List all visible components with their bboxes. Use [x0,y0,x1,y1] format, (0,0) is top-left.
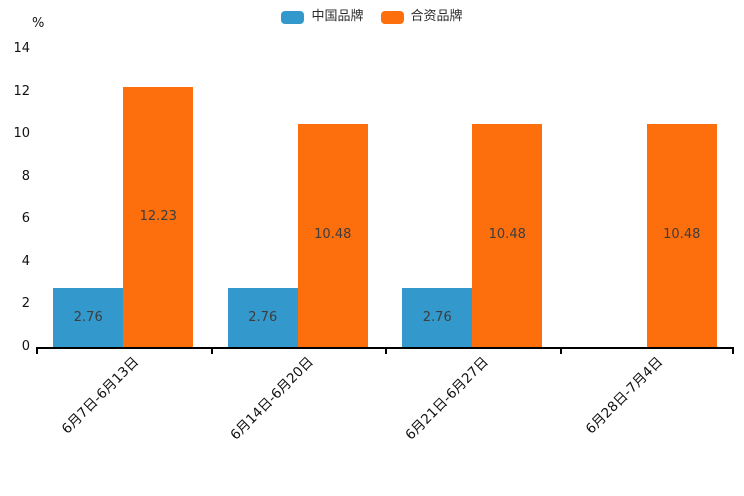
bar-value-label: 10.48 [488,227,526,243]
legend: 中国品牌 合资品牌 [0,8,744,26]
bar-value-label: 12.23 [139,208,177,224]
y-tick-label: 12 [13,83,30,99]
x-tick-label: 6月14日-6月20日 [227,354,318,444]
y-tick-label: 2 [21,296,30,312]
bar-合资品牌-group3 [472,123,543,347]
y-axis-unit-label: % [32,16,45,31]
plot-area: 2.76 2.76 2.76 12.23 10.48 10.48 10.48 [36,49,734,354]
legend-swatch-china-brands [281,10,305,24]
legend-label-china-brands: 中国品牌 [311,9,364,24]
y-tick-label: 0 [21,339,30,354]
y-tick-label: 10 [13,126,30,142]
y-tick-label: 8 [21,168,30,184]
bar-value-label: 10.48 [314,227,352,243]
bar-中国品牌-group2 [227,288,298,347]
bar-合资品牌-group1 [123,86,194,347]
legend-item-china-brands[interactable]: 中国品牌 [281,9,364,24]
bar-value-label: 2.76 [73,309,103,325]
bar-合资品牌-group4 [646,123,717,347]
legend-label-joint-venture-brands: 合资品牌 [410,9,463,24]
bar-value-label: 2.76 [422,309,452,325]
x-axis-tick [732,349,734,354]
bar-value-label: 2.76 [248,309,278,325]
bar-中国品牌-group1 [53,288,124,347]
x-axis-tick [210,349,213,354]
y-tick-label: 14 [13,41,30,56]
x-tick-label: 6月28日-7月4日 [582,354,667,438]
bar-合资品牌-group2 [297,123,368,347]
legend-swatch-joint-venture-brands [380,10,404,24]
x-axis-tick [36,349,38,354]
bar-value-label: 10.48 [663,227,701,243]
x-tick-label: 6月7日-6月13日 [59,354,143,438]
x-axis-line [36,347,734,349]
y-tick-label: 6 [21,211,30,227]
x-axis-tick [559,349,562,354]
x-tick-label: 6月21日-6月27日 [402,354,492,444]
y-tick-label: 4 [21,253,30,269]
legend-item-joint-venture-brands[interactable]: 合资品牌 [380,9,463,24]
bar-中国品牌-group3 [402,288,473,347]
x-axis-tick [385,349,387,354]
